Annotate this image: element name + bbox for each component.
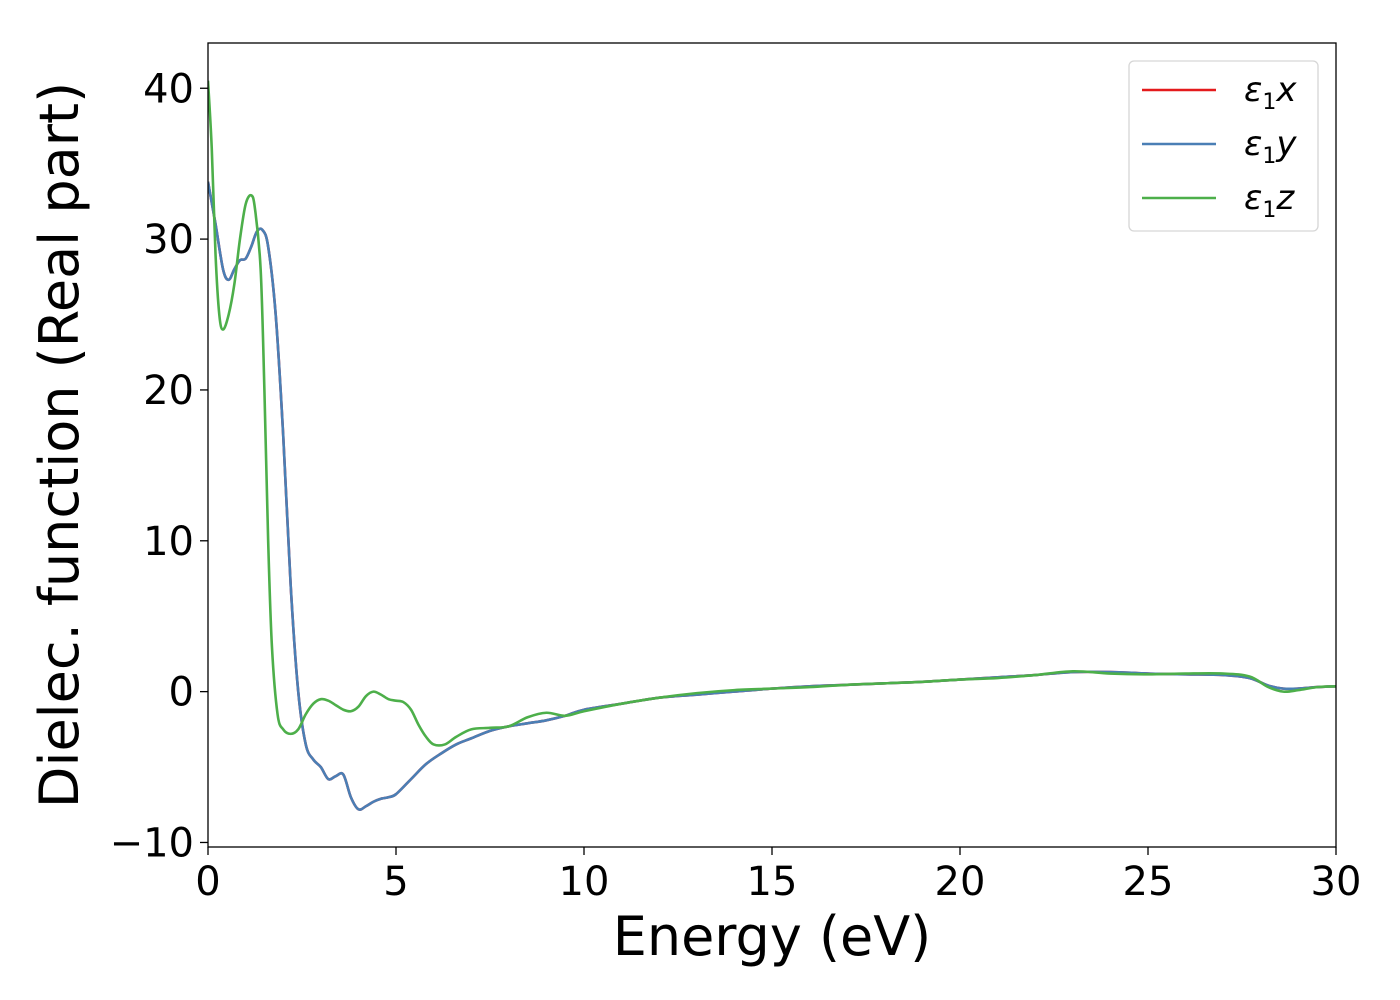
x-tick-label: 0 xyxy=(195,859,220,905)
x-tick-label: 25 xyxy=(1123,859,1174,905)
x-tick-label: 30 xyxy=(1311,859,1362,905)
y-axis-title: Dielec. function (Real part) xyxy=(28,82,91,808)
x-axis-title: Energy (eV) xyxy=(613,905,932,968)
legend-label: ε1x xyxy=(1244,70,1297,115)
x-tick-label: 10 xyxy=(559,859,610,905)
y-axis: −10 0 10 20 30 40 xyxy=(110,66,208,866)
series-line-ε1z xyxy=(208,80,1336,747)
x-tick-label: 15 xyxy=(747,859,798,905)
series-line-ε1y xyxy=(208,181,1336,811)
y-tick-label: 20 xyxy=(143,368,194,414)
series-layer xyxy=(208,80,1336,811)
y-tick-label: 10 xyxy=(143,519,194,565)
legend-label: ε1z xyxy=(1244,178,1295,223)
y-tick-label: 30 xyxy=(143,217,194,263)
legend-box xyxy=(1128,60,1319,232)
series-line-ε1x xyxy=(208,181,1336,811)
y-tick-label: 40 xyxy=(143,66,194,112)
y-tick-label: −10 xyxy=(110,820,194,866)
x-tick-label: 20 xyxy=(935,859,986,905)
legend: ε1x ε1y ε1z xyxy=(1128,60,1319,232)
x-axis: 0 5 10 15 20 25 30 xyxy=(195,847,1361,905)
legend-label: ε1y xyxy=(1244,124,1297,169)
x-tick-label: 5 xyxy=(383,859,408,905)
y-tick-label: 0 xyxy=(169,670,194,716)
